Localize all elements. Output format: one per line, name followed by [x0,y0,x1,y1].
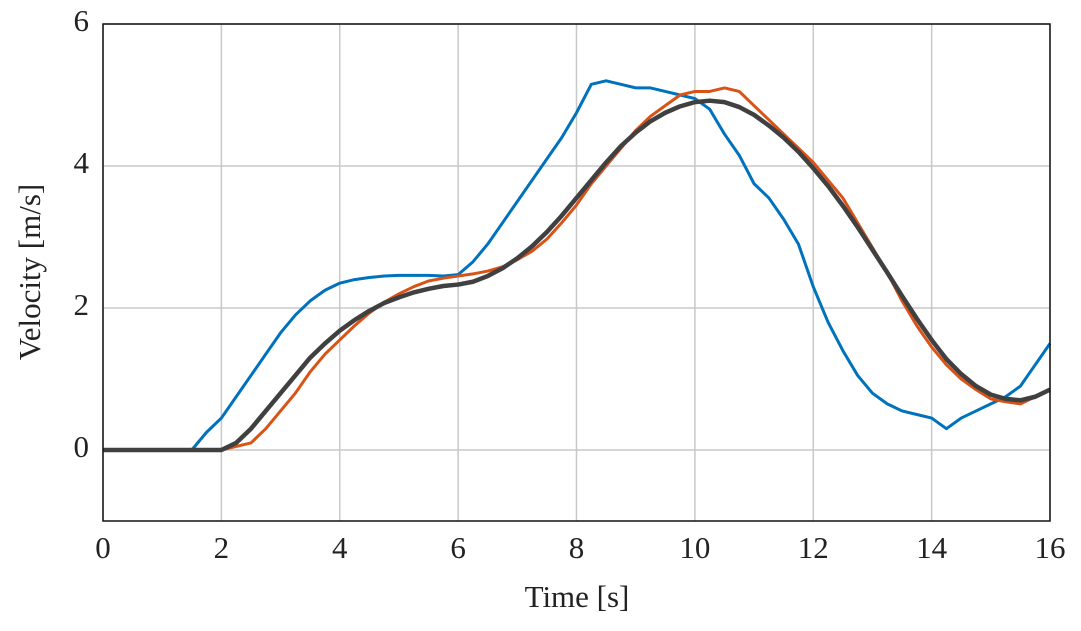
y-tick-label: 2 [74,287,90,322]
x-tick-label: 16 [1035,530,1066,565]
plot-frame [102,23,1051,522]
x-tick-label: 12 [798,530,829,565]
y-axis-label: Velocity [m/s] [12,184,47,361]
x-tick-label: 10 [679,530,710,565]
x-tick-label: 14 [916,530,948,565]
series-line [103,98,1051,453]
x-tick-label: 0 [95,530,111,565]
x-tick-label: 2 [214,530,230,565]
x-axis-label: Time [s] [525,579,630,614]
x-tick-label: 4 [332,530,348,565]
x-tick-label: 6 [450,530,466,565]
y-tick-label: 4 [74,145,90,180]
x-tick-label: 8 [569,530,585,565]
y-tick-label: 0 [74,429,90,464]
y-tick-label: 6 [74,3,90,38]
series-line [103,79,1052,452]
